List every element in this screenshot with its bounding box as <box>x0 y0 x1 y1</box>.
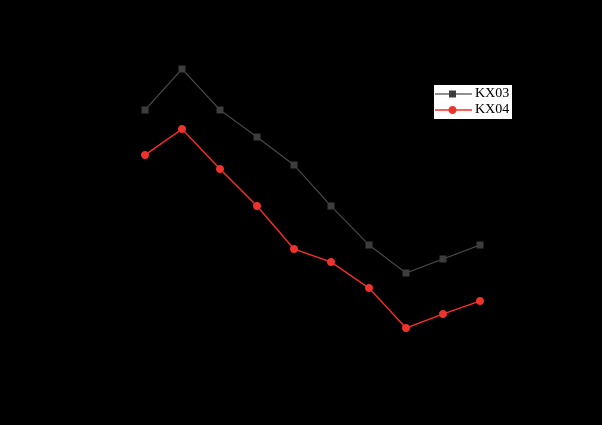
legend-label-kx04: KX04 <box>475 102 510 117</box>
kx04-data-marker <box>365 284 373 292</box>
kx03-data-marker <box>290 161 298 169</box>
kx04-data-marker <box>290 245 298 253</box>
kx03-data-marker <box>178 65 186 73</box>
kx04-data-marker <box>476 297 484 305</box>
kx04-data-marker <box>439 310 447 318</box>
kx04-data-marker <box>253 202 261 210</box>
kx03-data-marker <box>365 241 373 249</box>
kx03-data-marker <box>141 106 149 114</box>
kx04-circle-marker-icon <box>435 106 472 114</box>
kx04-data-marker <box>178 125 186 133</box>
kx04-series-line <box>144 128 481 329</box>
kx03-data-marker <box>402 269 410 277</box>
kx04-legend-marker <box>448 106 457 114</box>
kx04-data-marker <box>402 324 410 332</box>
kx04-data-marker <box>327 258 335 266</box>
legend-item-kx03: KX03 <box>435 86 510 102</box>
kx04-data-marker <box>216 165 224 173</box>
kx03-series-line <box>144 68 481 274</box>
kx03-data-marker <box>216 106 224 114</box>
legend-label-kx03: KX03 <box>475 86 510 101</box>
kx03-data-marker <box>476 241 484 249</box>
kx03-legend-marker <box>449 90 456 98</box>
kx04-data-marker <box>141 151 149 159</box>
kx03-data-marker <box>327 202 335 210</box>
kx03-data-marker <box>439 255 447 263</box>
kx03-data-marker <box>253 133 261 141</box>
legend-item-kx04: KX04 <box>435 102 510 118</box>
legend: KX03 KX04 <box>433 84 513 120</box>
kx03-square-marker-icon <box>435 90 472 98</box>
